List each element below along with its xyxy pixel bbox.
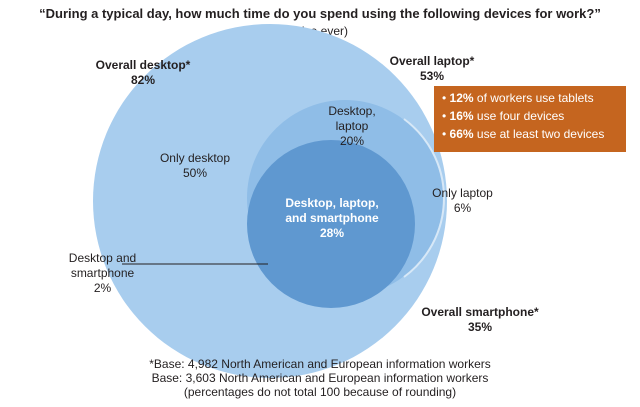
only-desktop-value: 50% [182,166,208,180]
desktop-laptop-label: Desktop, laptop 20% [302,104,402,149]
desktop-smartphone-line1: Desktop and [68,251,137,265]
laptop-set-label: Overall laptop* 53% [372,54,492,84]
footnote-base-regions: Base: 3,603 North American and European … [151,371,489,385]
only-laptop-label: Only laptop 6% [415,186,510,216]
only-laptop-text: Only laptop [432,186,493,200]
callout-value: 66% [449,127,474,141]
smartphone-set-label: Overall smartphone* 35% [405,305,555,335]
laptop-only-edge [403,118,445,278]
desktop-laptop-line1: Desktop, [328,104,376,118]
callout-item-tablets: • 12% of workers use tablets [442,89,626,107]
only-desktop-label: Only desktop 50% [140,151,250,181]
only-desktop-text: Only desktop [159,151,231,165]
all-three-line2: and smartphone [285,211,379,225]
figure-title: “During a typical day, how much time do … [39,6,601,21]
desktop-smartphone-value: 2% [93,281,112,295]
only-laptop-value: 6% [453,201,472,215]
footnote-rounding: (percentages do not total 100 because of… [183,385,457,399]
laptop-set-percent: 53% [419,69,445,83]
callout-value: 12% [449,91,474,105]
all-three-value: 28% [319,226,345,240]
desktop-laptop-value: 20% [339,134,365,148]
desktop-smartphone-label: Desktop and smartphone 2% [50,251,155,296]
desktop-smartphone-line2: smartphone [70,266,135,280]
smartphone-set-name: Overall smartphone* [421,305,539,319]
smartphone-set-percent: 35% [467,320,493,334]
desktop-set-percent: 82% [130,73,156,87]
callout-text: use at least two devices [476,127,605,141]
bullet-icon: • [442,91,450,105]
laptop-set-name: Overall laptop* [389,54,475,68]
stats-callout: • 12% of workers use tablets • 16% use f… [434,86,626,152]
desktop-set-name: Overall desktop* [95,58,191,72]
bullet-icon: • [442,127,450,141]
callout-item-two-devices: • 66% use at least two devices [442,125,626,143]
callout-text: of workers use tablets [476,91,594,105]
callout-text: use four devices [476,109,565,123]
bullet-icon: • [442,109,450,123]
footnote-base-overall: *Base: 4,982 North American and European… [149,357,491,371]
smartphone-circle [247,140,415,308]
callout-value: 16% [449,109,474,123]
desktop-laptop-line2: laptop [335,119,369,133]
desktop-set-label: Overall desktop* 82% [78,58,208,88]
all-three-line1: Desktop, laptop, [285,196,379,210]
callout-item-four-devices: • 16% use four devices [442,107,626,125]
all-three-label: Desktop, laptop, and smartphone 28% [262,196,402,241]
